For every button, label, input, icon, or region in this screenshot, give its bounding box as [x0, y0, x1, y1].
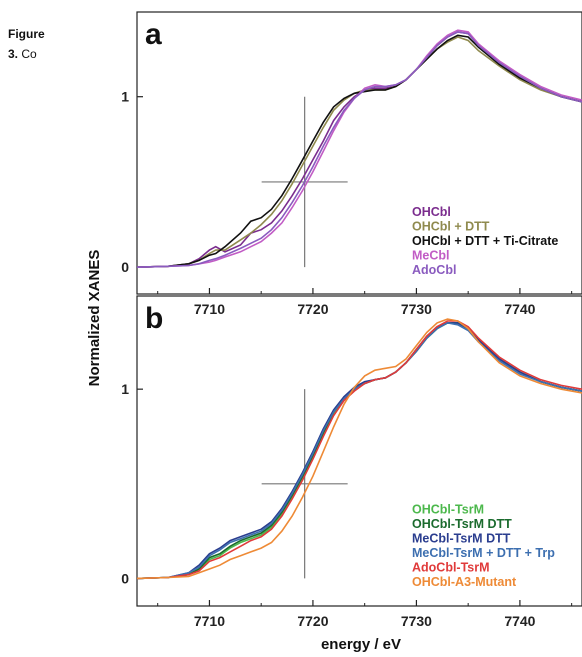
legend-entry: OHCbl + DTT + Ti-Citrate [412, 234, 558, 248]
y-tick-label: 0 [121, 259, 129, 275]
y-tick-label: 1 [121, 89, 129, 105]
x-tick-label: 7710 [194, 301, 225, 317]
x-tick-label: 7740 [504, 613, 535, 629]
x-axis-title: energy / eV [321, 636, 401, 653]
plot-frame [136, 295, 582, 607]
y-tick-label: 0 [121, 570, 129, 586]
series-line-3 [136, 322, 582, 580]
series-line-0 [136, 322, 582, 580]
x-tick-label: 7720 [297, 613, 328, 629]
legend-entry: OHCbl-TsrM DTT [412, 517, 512, 531]
legend-entry: OHCbl [412, 205, 451, 219]
series-line-4 [136, 31, 582, 268]
x-tick-label: 7740 [504, 301, 535, 317]
series-line-2 [136, 34, 582, 268]
legend-entry: OHCbl-A3-Mutant [412, 575, 517, 589]
caption-label: Figure [8, 27, 45, 41]
legend-entry: OHCbl-TsrM [412, 503, 484, 517]
panel-b: b 7710 7720 7730 7740 0 1 OHCbl-TsrMOHCbl-TsrM … [121, 295, 582, 629]
panel-label: b [145, 302, 163, 335]
figure-caption: Figure 3. Co [8, 24, 88, 64]
x-tick-label: 7730 [401, 301, 432, 317]
series-line-0 [136, 31, 582, 268]
y-axis-title: Normalized XANES [86, 250, 103, 387]
legend-entry: OHCbl + DTT [412, 220, 490, 234]
series-line-1 [136, 322, 582, 580]
series-line-3 [136, 29, 582, 268]
caption-number: 3. [8, 47, 19, 61]
legend-entry: MeCbl-TsrM DTT [412, 532, 511, 546]
series-line-2 [136, 322, 582, 580]
x-tick-label: 7730 [401, 613, 432, 629]
x-tick-label: 7720 [297, 301, 328, 317]
caption-text: Co [21, 47, 37, 61]
series-line-5 [136, 318, 582, 580]
legend-entry: MeCbl [412, 249, 450, 263]
legend-entry: AdoCbl [412, 263, 456, 277]
series-line-4 [136, 320, 582, 580]
x-tick-label: 7710 [194, 613, 225, 629]
plot-frame [136, 11, 582, 295]
panel-label: a [145, 18, 162, 51]
legend-entry: AdoCbl-TsrM [412, 561, 490, 575]
legend-entry: MeCbl-TsrM + DTT + Trp [412, 546, 555, 560]
y-tick-label: 1 [121, 381, 129, 397]
